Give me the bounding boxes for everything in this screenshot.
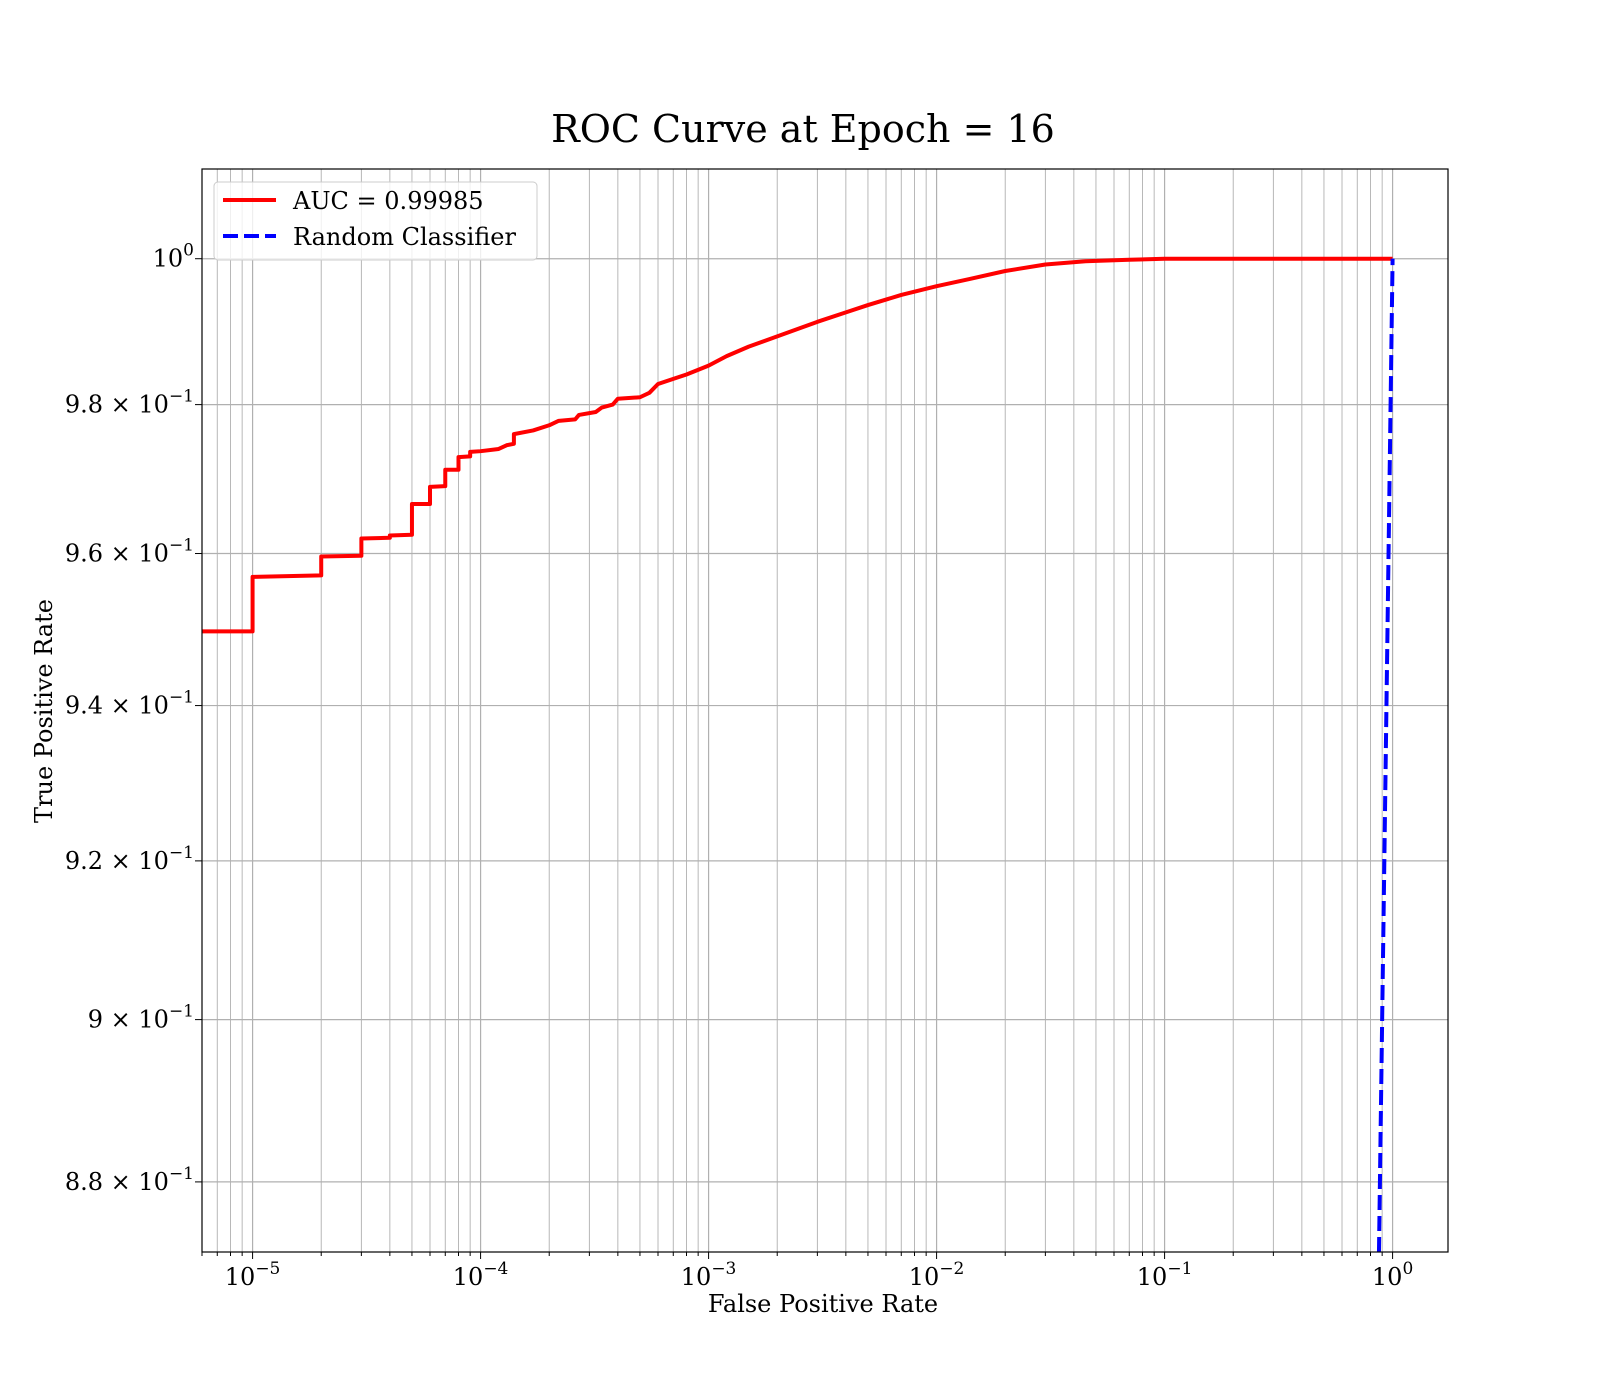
y-tick-label: 9.6 × 10−1 — [65, 536, 194, 568]
y-axis-label: True Positive Rate — [30, 599, 58, 823]
x-tick-label: 100 — [1372, 1259, 1413, 1291]
legend-box — [213, 181, 538, 261]
legend: AUC = 0.99985 Random Classifier — [213, 181, 538, 261]
y-tick-label: 100 — [153, 241, 194, 273]
legend-label-random-classifier: Random Classifier — [293, 223, 516, 251]
plot-frame — [201, 168, 1449, 1253]
x-axis-label: False Positive Rate — [708, 1290, 938, 1318]
y-tick-label: 9 × 10−1 — [88, 1002, 194, 1034]
y-tick-label: 8.8 × 10−1 — [65, 1164, 194, 1196]
series-line-roc-curve — [202, 256, 1393, 634]
plot-area — [202, 256, 1395, 1252]
x-tick-label: 10−5 — [225, 1259, 281, 1291]
x-tick-label: 10−3 — [681, 1259, 737, 1291]
legend-label-auc: AUC = 0.99985 — [292, 187, 484, 215]
x-tick-label: 10−4 — [453, 1259, 509, 1291]
x-tick-label: 10−2 — [909, 1259, 965, 1291]
x-tick-label: 10−1 — [1137, 1259, 1193, 1291]
chart-title: ROC Curve at Epoch = 16 — [551, 107, 1055, 151]
grid-lines — [201, 169, 1448, 1252]
y-tick-label: 9.8 × 10−1 — [65, 387, 194, 419]
y-tick-label: 9.2 × 10−1 — [65, 843, 194, 875]
series-line-random-classifier — [1376, 258, 1395, 1252]
y-tick-label: 9.4 × 10−1 — [65, 688, 194, 720]
axis-ticks: 10−5 10−4 10−3 10−2 10−1 100 8.8 × 10−1 9 × 10−… — [65, 241, 1413, 1291]
